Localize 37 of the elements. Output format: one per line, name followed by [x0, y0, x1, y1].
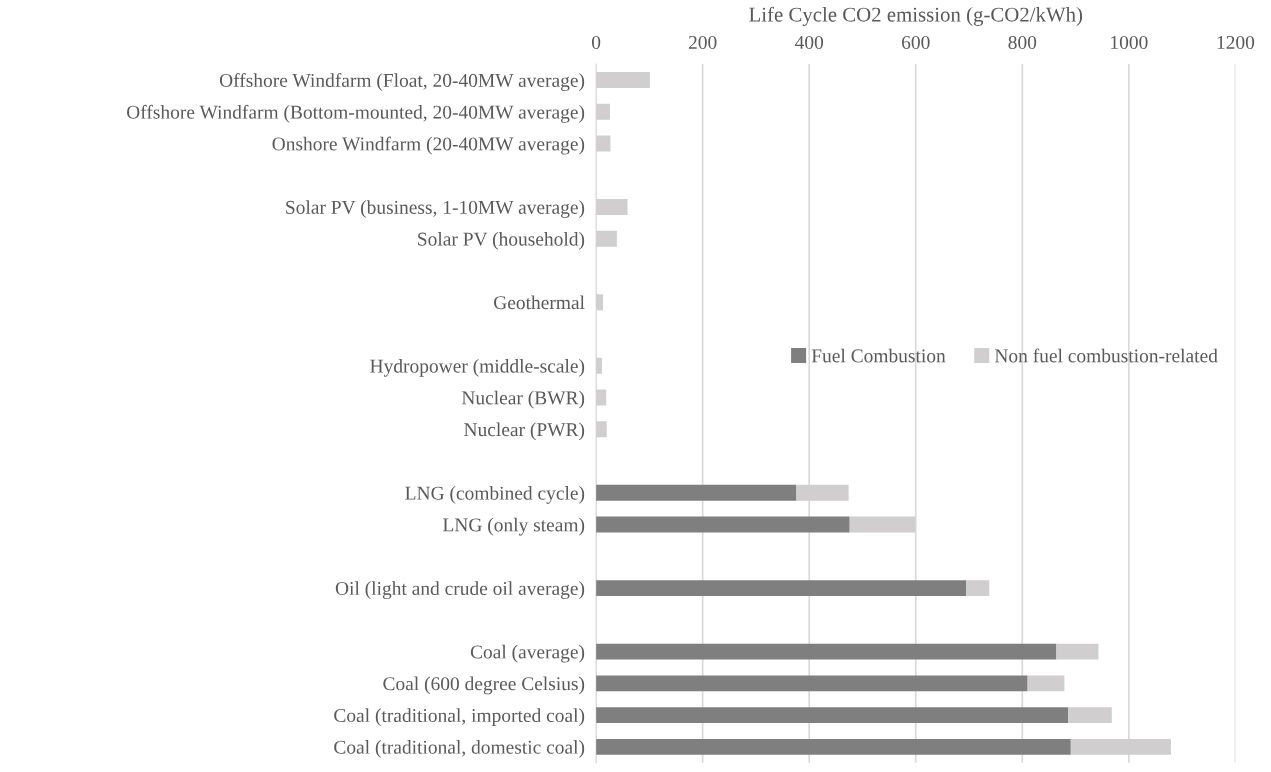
x-tick-label: 800	[1008, 35, 1037, 50]
x-tick-label: 1000	[1111, 35, 1148, 50]
y-tick-label: LNG (only steam)	[442, 517, 585, 536]
y-tick-label: Coal (traditional, domestic coal)	[334, 740, 585, 758]
bar	[1027, 675, 1065, 692]
y-tick-label: Nuclear (BWR)	[461, 390, 585, 409]
legend-label: Fuel Combustion	[811, 348, 946, 363]
y-tick-label: Geothermal	[494, 295, 585, 310]
y-tick-label: LNG (combined cycle)	[405, 486, 585, 504]
bar	[596, 675, 1028, 692]
y-tick-label: Offshore Windfarm (Bottom-mounted, 20-40MW average)	[127, 104, 585, 123]
bar	[596, 516, 850, 533]
bar	[966, 580, 990, 597]
y-tick-label: Onshore Windfarm (20-40MW average)	[272, 136, 585, 155]
x-tick-label: 200	[688, 35, 717, 50]
y-tick-label: Coal (600 degree Celsius)	[383, 676, 585, 695]
bar	[596, 484, 797, 501]
x-tick-label: 600	[902, 35, 930, 50]
y-tick-label: Coal (average)	[470, 644, 585, 663]
y-tick-label: Solar PV (household)	[418, 231, 585, 250]
x-tick-label: 1200	[1217, 35, 1255, 50]
bar	[1068, 707, 1112, 724]
y-tick-label: Nuclear (PWR)	[464, 422, 585, 441]
x-tick-label: 0	[591, 35, 601, 50]
bar	[596, 738, 1071, 755]
bar	[596, 643, 1057, 660]
bar	[1056, 643, 1099, 660]
y-tick-label: Hydropower (middle-scale)	[370, 359, 585, 377]
x-tick-label: 400	[795, 35, 824, 50]
y-tick-label: Solar PV (business, 1-10MW average)	[286, 200, 585, 218]
legend-label: Non fuel combustion-related	[994, 348, 1218, 363]
y-tick-label: Coal (traditional, imported coal)	[334, 708, 585, 726]
x-axis-title: Life Cycle CO2 emission (g-CO2/kWh)	[749, 6, 1083, 26]
bar	[596, 580, 967, 597]
bar	[596, 707, 1069, 724]
y-tick-label: Offshore Windfarm (Float, 20-40MW average)	[219, 73, 585, 91]
y-tick-label: Oil (light and crude oil average)	[335, 581, 585, 600]
